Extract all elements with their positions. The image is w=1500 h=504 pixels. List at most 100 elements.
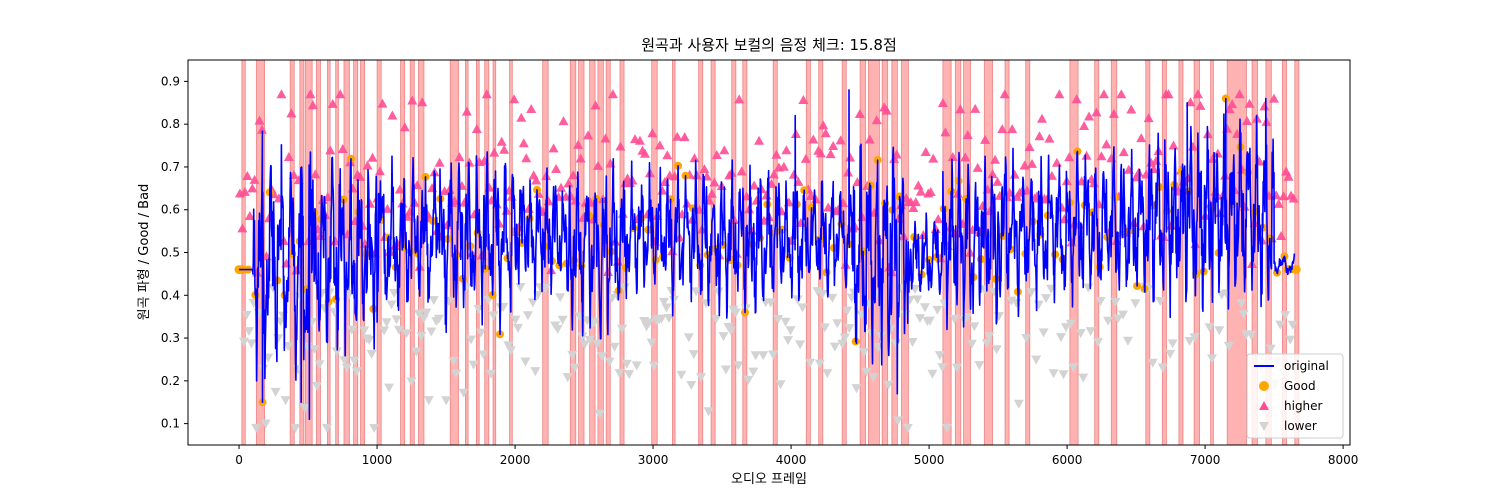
lower-marker — [280, 396, 291, 406]
lower-marker — [260, 419, 271, 429]
higher-marker — [910, 197, 921, 207]
lower-marker — [668, 295, 679, 305]
y-tick-label: 0.9 — [161, 74, 180, 88]
higher-marker — [1108, 108, 1119, 118]
lower-marker — [1065, 319, 1076, 329]
higher-marker — [768, 169, 779, 179]
lower-marker — [1223, 341, 1234, 351]
legend-label: Good — [1284, 379, 1316, 393]
higher-marker — [412, 180, 423, 190]
lower-marker — [411, 347, 422, 357]
lower-marker — [458, 388, 469, 398]
higher-marker — [771, 149, 782, 159]
lower-marker — [1058, 370, 1069, 380]
lower-marker — [624, 370, 635, 380]
lower-marker — [520, 357, 531, 367]
lower-marker — [1238, 310, 1249, 320]
higher-marker — [754, 135, 765, 145]
lower-marker — [416, 332, 427, 342]
x-tick-label: 1000 — [362, 453, 393, 467]
higher-marker — [1019, 160, 1030, 170]
higher-marker — [548, 143, 559, 153]
lower-marker — [391, 315, 402, 325]
higher-marker — [1212, 148, 1223, 158]
lower-marker — [331, 347, 342, 357]
higher-marker — [1054, 89, 1065, 99]
lower-marker — [341, 363, 352, 373]
higher-marker — [509, 94, 520, 104]
lower-marker — [488, 311, 499, 321]
lower-marker — [851, 384, 862, 394]
lower-marker — [892, 416, 903, 426]
higher-marker — [1288, 193, 1299, 203]
higher-marker — [1268, 93, 1279, 103]
higher-marker — [933, 214, 944, 224]
higher-marker — [615, 141, 626, 151]
lower-marker — [379, 326, 390, 336]
lower-marker — [966, 339, 977, 349]
lower-marker — [607, 294, 618, 304]
higher-marker — [1192, 89, 1203, 99]
higher-marker — [454, 152, 465, 162]
lower-marker — [780, 317, 791, 327]
lower-marker — [317, 288, 328, 298]
x-tick-label: 2000 — [500, 453, 531, 467]
higher-marker — [1007, 124, 1018, 134]
higher-marker — [734, 94, 745, 104]
higher-marker — [551, 164, 562, 174]
lower-series — [239, 282, 1298, 433]
higher-marker — [237, 223, 248, 233]
higher-marker — [521, 153, 532, 163]
lower-marker — [386, 300, 397, 310]
lower-marker — [1093, 337, 1104, 347]
higher-marker — [719, 145, 730, 155]
lower-marker — [1189, 333, 1200, 343]
lower-marker — [510, 315, 521, 325]
higher-marker — [1126, 104, 1137, 114]
x-tick-label: 8000 — [1328, 453, 1359, 467]
y-tick-label: 0.4 — [161, 288, 180, 302]
higher-marker — [377, 98, 388, 108]
x-tick-label: 5000 — [914, 453, 945, 467]
higher-marker — [374, 166, 385, 176]
lower-marker — [711, 314, 722, 324]
higher-marker — [249, 174, 260, 184]
lower-marker — [883, 380, 894, 390]
higher-marker — [970, 103, 981, 113]
y-tick-label: 0.1 — [161, 417, 180, 431]
higher-marker — [1084, 111, 1095, 121]
higher-marker — [1022, 185, 1033, 195]
lower-marker — [1110, 297, 1121, 307]
higher-marker — [992, 176, 1003, 186]
higher-marker — [994, 190, 1005, 200]
lower-marker — [902, 423, 913, 433]
higher-marker — [573, 139, 584, 149]
lower-marker — [758, 351, 769, 361]
higher-marker — [1242, 115, 1253, 125]
lower-marker — [309, 345, 320, 355]
higher-marker — [1024, 142, 1035, 152]
lower-marker — [725, 326, 736, 336]
lower-marker — [1236, 299, 1247, 309]
lower-marker — [522, 311, 533, 321]
lower-marker — [1038, 328, 1049, 338]
lower-marker — [1060, 323, 1071, 333]
lower-marker — [351, 367, 362, 377]
higher-marker — [1195, 100, 1206, 110]
higher-marker — [808, 134, 819, 144]
higher-marker — [1234, 89, 1245, 99]
y-tick-label: 0.6 — [161, 203, 180, 217]
lower-marker — [1184, 336, 1195, 346]
higher-marker — [960, 152, 971, 162]
lower-marker — [300, 404, 311, 414]
bad-frame-band — [400, 60, 406, 445]
lower-marker — [1167, 339, 1178, 349]
higher-marker — [990, 154, 1001, 164]
higher-marker — [672, 131, 683, 141]
lower-marker — [1287, 320, 1298, 330]
higher-marker — [607, 89, 618, 99]
higher-marker — [590, 100, 601, 110]
lower-marker — [1026, 288, 1037, 298]
y-tick-label: 0.3 — [161, 331, 180, 345]
original-series — [238, 89, 1296, 421]
